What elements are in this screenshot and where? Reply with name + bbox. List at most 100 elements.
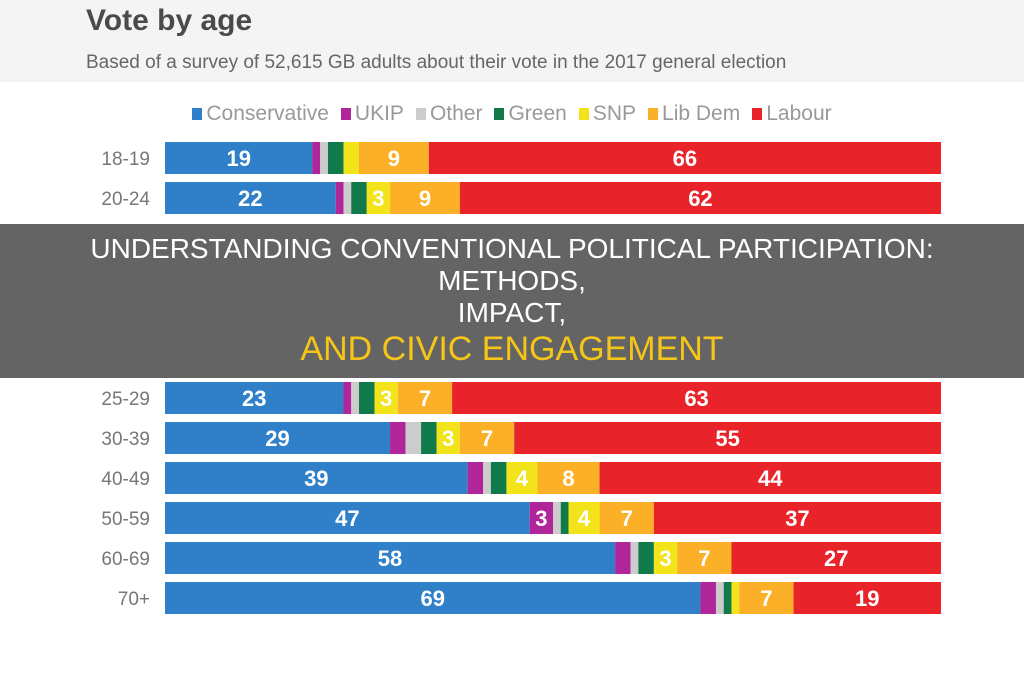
data-label: 69: [420, 586, 444, 611]
data-label: 37: [785, 506, 809, 531]
data-label: 66: [673, 146, 697, 171]
data-label: 7: [760, 586, 772, 611]
headline-line-1: UNDERSTANDING CONVENTIONAL POLITICAL PAR…: [90, 233, 934, 296]
bar-segment: [165, 582, 701, 614]
chart-subtitle: Based of a survey of 52,615 GB adults ab…: [86, 52, 787, 73]
bar-segment: [568, 502, 600, 534]
bar-segment: [483, 462, 491, 494]
category-label: 20-24: [101, 189, 150, 210]
legend: Conservative UKIP Other Green SNP Lib Dem Labo…: [0, 102, 1024, 126]
bar-segment: [165, 182, 336, 214]
data-label: 29: [265, 426, 289, 451]
bar-segment: [359, 382, 375, 414]
bar-segment: [599, 502, 654, 534]
bar-segment: [506, 462, 538, 494]
legend-label: Other: [429, 102, 483, 125]
bar-segment: [529, 502, 553, 534]
bar-segment: [165, 142, 313, 174]
bar-segment: [490, 462, 507, 494]
data-label: 23: [242, 386, 266, 411]
legend-swatch: [415, 108, 426, 120]
bar-segment: [374, 382, 398, 414]
legend-swatch: [648, 108, 659, 120]
bar-segment: [452, 382, 941, 414]
bar-segment: [397, 382, 453, 414]
bar-segment: [615, 542, 631, 574]
bar-segment: [343, 142, 359, 174]
data-label: 3: [659, 546, 671, 571]
data-label: 19: [855, 586, 879, 611]
bar-segment: [677, 542, 732, 574]
legend-label: SNP: [592, 102, 637, 125]
legend-item: UKIP: [340, 102, 404, 126]
category-label: 18-19: [101, 149, 150, 170]
bar-segment: [165, 462, 468, 494]
bar-segment: [630, 542, 639, 574]
data-label: 55: [715, 426, 739, 451]
data-label: 62: [688, 186, 712, 211]
bar-segment: [405, 422, 422, 454]
data-label: 8: [562, 466, 574, 491]
legend-swatch: [752, 108, 763, 120]
legend-item: Lib Dem: [648, 102, 740, 126]
legend-label: Conservative: [206, 102, 329, 125]
bar-segment: [653, 502, 941, 534]
bar-segment: [312, 142, 321, 174]
bar-segment: [731, 582, 740, 614]
data-label: 9: [388, 146, 400, 171]
chart-header: Vote by age Based of a survey of 52,615 …: [0, 0, 1024, 82]
headline-line-2: IMPACT,: [457, 297, 567, 328]
data-label: 22: [238, 186, 262, 211]
data-label: 3: [372, 186, 384, 211]
bar-segment: [165, 502, 530, 534]
data-label: 7: [621, 506, 633, 531]
bar-segment: [165, 422, 391, 454]
bar-segment: [343, 382, 352, 414]
legend-swatch: [578, 108, 589, 120]
bar-segment: [793, 582, 941, 614]
bar-segment: [715, 582, 724, 614]
data-label: 19: [226, 146, 250, 171]
legend-item: Conservative: [192, 102, 329, 126]
legend-label: UKIP: [354, 102, 404, 125]
legend-swatch: [340, 108, 351, 120]
legend-item: Green: [494, 102, 567, 126]
legend-item: Labour: [752, 102, 832, 126]
bar-segment: [459, 422, 515, 454]
data-label: 39: [304, 466, 328, 491]
category-label: 50-59: [101, 509, 150, 530]
data-label: 3: [380, 386, 392, 411]
category-label: 60-69: [101, 549, 150, 570]
data-label: 9: [419, 186, 431, 211]
category-label: 40-49: [101, 469, 150, 490]
legend-label: Lib Dem: [662, 102, 741, 125]
legend-label: Green: [508, 102, 567, 125]
bar-segment: [739, 582, 794, 614]
chart-title: Vote by age: [86, 4, 253, 37]
bar-segment: [351, 382, 359, 414]
data-label: 58: [378, 546, 402, 571]
category-label: 70+: [118, 589, 150, 610]
legend-item: SNP: [578, 102, 637, 126]
bar-segment: [537, 462, 600, 494]
legend-swatch: [192, 108, 203, 120]
data-label: 47: [335, 506, 359, 531]
bar-segment: [467, 462, 484, 494]
data-label: 44: [758, 466, 783, 491]
data-label: 27: [824, 546, 848, 571]
bar-segment: [359, 142, 429, 174]
data-label: 3: [442, 426, 454, 451]
bar-segment: [327, 142, 344, 174]
bar-segment: [320, 142, 328, 174]
bar-segment: [560, 502, 569, 534]
data-label: 7: [481, 426, 493, 451]
legend-swatch: [494, 108, 505, 120]
bar-segment: [343, 182, 352, 214]
bar-segment: [165, 382, 344, 414]
bar-segment: [390, 182, 460, 214]
bar-segment: [390, 422, 406, 454]
data-label: 4: [516, 466, 529, 491]
legend-item: Other: [415, 102, 483, 126]
bar-segment: [553, 502, 561, 534]
